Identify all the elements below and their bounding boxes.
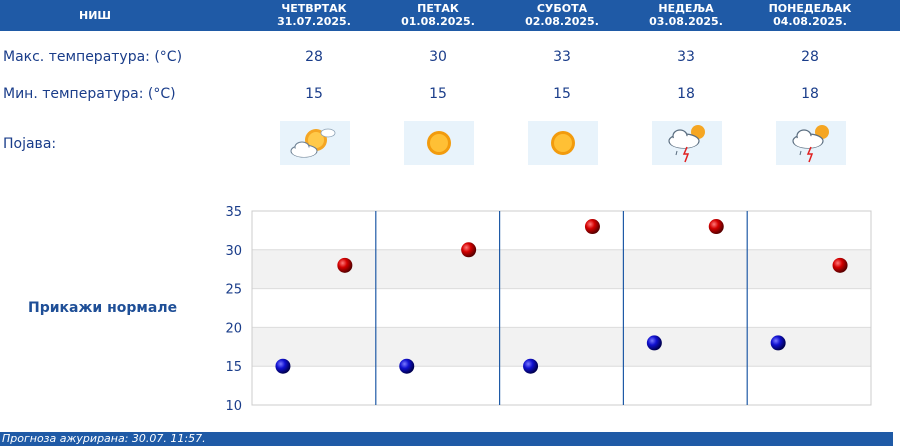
thunderstorm-icon [652, 121, 722, 165]
min-temp-value: 18 [801, 86, 819, 102]
weather-label: Појава: [3, 136, 57, 152]
grid-band [252, 249, 871, 289]
day-date: 04.08.2025. [773, 15, 847, 28]
y-tick-label: 30 [225, 244, 242, 259]
grid-band [252, 327, 871, 367]
y-tick-label: 20 [225, 321, 242, 336]
max-temp-value: 28 [801, 49, 819, 65]
y-tick-label: 15 [225, 360, 242, 375]
grid-band [252, 288, 871, 328]
grid-band [252, 211, 871, 250]
day-name: НЕДЕЉА [658, 2, 714, 15]
show-normals-link[interactable]: Прикажи нормале [28, 300, 178, 316]
min-temp-value: 15 [305, 86, 323, 102]
min-temp-value: 18 [677, 86, 695, 102]
min-temp-point [275, 358, 291, 374]
city-name: НИШ [78, 9, 111, 22]
y-tick-label: 25 [225, 283, 242, 298]
max-temp-value: 28 [305, 49, 323, 65]
sun-icon [528, 121, 598, 165]
day-header: НЕДЕЉА 03.08.2025. [624, 0, 748, 31]
sun-icon [404, 121, 474, 165]
max-temp-point [584, 219, 600, 235]
min-temp-value: 15 [553, 86, 571, 102]
max-temp-point [708, 219, 724, 235]
day-date: 01.08.2025. [401, 15, 475, 28]
day-header: ПОНЕДЕЉАК 04.08.2025. [748, 0, 872, 31]
max-temp-value: 33 [553, 49, 571, 65]
min-temp-point [770, 335, 786, 351]
day-header: ЧЕТВРТАК 31.07.2025. [252, 0, 376, 31]
day-date: 03.08.2025. [649, 15, 723, 28]
day-name: ПОНЕДЕЉАК [768, 2, 852, 15]
day-date: 02.08.2025. [525, 15, 599, 28]
y-tick-label: 10 [225, 399, 242, 414]
min-temp-label: Мин. температура: (°C) [3, 86, 176, 102]
y-tick-label: 35 [225, 205, 242, 220]
max-temp-point [337, 257, 353, 273]
day-name: ПЕТАК [417, 2, 459, 15]
min-temp-point [646, 335, 662, 351]
temperature-chart: 10 15 20 25 30 35 [225, 205, 872, 414]
day-header: ПЕТАК 01.08.2025. [376, 0, 500, 31]
day-name: СУБОТА [536, 2, 588, 15]
max-temp-label: Макс. температура: (°C) [3, 49, 183, 65]
day-date: 31.07.2025. [277, 15, 351, 28]
max-temp-value: 30 [429, 49, 447, 65]
forecast-header: НИШ ЧЕТВРТАК 31.07.2025. ПЕТАК 01.08.2025.… [0, 0, 900, 31]
plot-border [251, 210, 872, 406]
day-name: ЧЕТВРТАК [281, 2, 347, 15]
max-temp-point [461, 242, 477, 258]
max-temp-value: 33 [677, 49, 695, 65]
grid-band [252, 366, 871, 405]
min-temp-point [523, 358, 539, 374]
thunderstorm-icon [776, 121, 846, 165]
max-temp-point [832, 257, 848, 273]
forecast-updated-footer: Прогноза ажурирана: 30.07. 11:57. [0, 432, 893, 446]
day-header: СУБОТА 02.08.2025. [500, 0, 624, 31]
min-temp-value: 15 [429, 86, 447, 102]
min-temp-point [399, 358, 415, 374]
sun-cloud-icon [280, 121, 350, 165]
